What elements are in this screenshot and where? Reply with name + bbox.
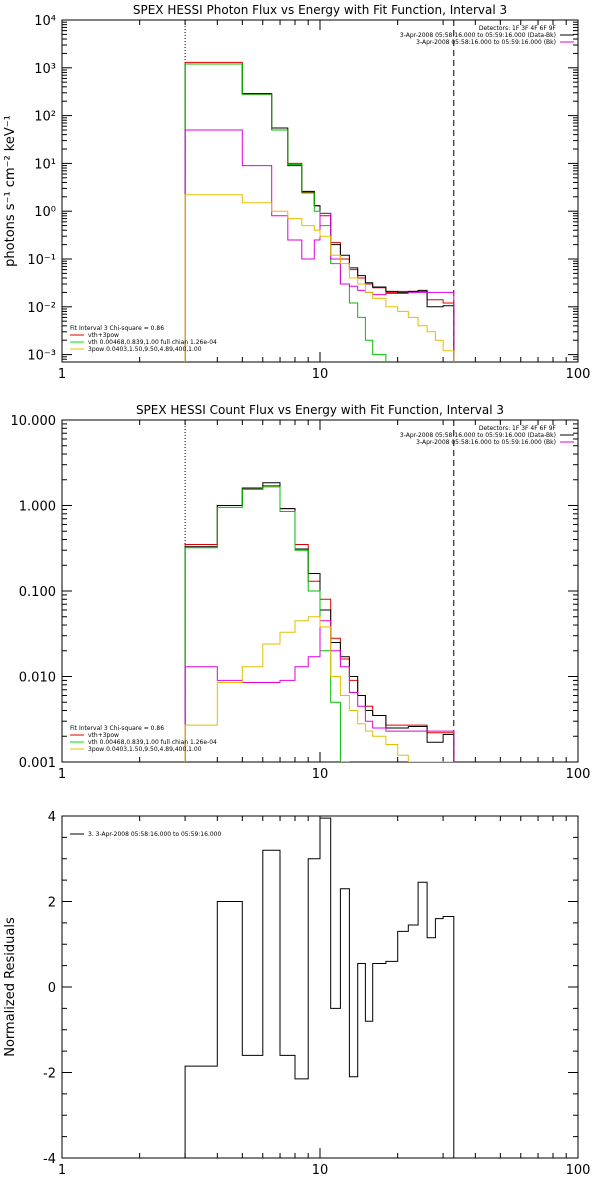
plot-frame — [61, 815, 579, 1159]
y-axis-ticks — [62, 19, 578, 363]
y-tick-label: 10³ — [34, 62, 56, 77]
y-tick-label: 2 — [48, 896, 56, 911]
series-line-2 — [184, 63, 455, 362]
x-axis-ticks — [61, 816, 567, 1158]
series-line-5 — [184, 616, 454, 762]
x-tick-label: 100 — [566, 1163, 591, 1178]
legend-right-text: 3-Apr-2008 05:58:16.000 to 05:59:16.000 … — [416, 39, 556, 46]
series-line-4 — [184, 620, 455, 762]
series-line-3 — [184, 63, 387, 362]
x-tick-label: 100 — [566, 767, 591, 782]
legend-left-text: vth+3pow — [88, 332, 119, 339]
y-tick-label: -2 — [43, 1067, 56, 1082]
y-axis-label: photons s⁻¹ cm⁻² keV⁻¹ — [3, 115, 18, 267]
series-line-4 — [184, 129, 455, 362]
y-axis-ticks — [62, 815, 578, 1159]
y-tick-label: -4 — [43, 1152, 56, 1167]
chart-panel-2: SPEX HESSI Count Flux vs Energy with Fit… — [11, 403, 591, 782]
legend-right-text: 3-Apr-2008 05:58:16.000 to 05:59:16.000 … — [416, 439, 556, 446]
plot-frame — [61, 19, 579, 363]
x-tick-label: 10 — [312, 367, 329, 382]
y-axis-label: Normalized Residuals — [3, 917, 18, 1057]
series-line-1 — [184, 817, 455, 1158]
y-tick-label: 4 — [48, 810, 56, 825]
x-tick-label: 10 — [312, 1163, 329, 1178]
y-tick-label: 10⁴ — [34, 14, 56, 29]
x-tick-label: 1 — [58, 1163, 66, 1178]
series-line-2 — [184, 482, 455, 762]
y-tick-label: 10² — [34, 110, 56, 125]
legend-left-text: 3pow 0.0403,1.50,9.50,4.89,400,1.00 — [88, 346, 202, 353]
y-tick-label: 10⁰ — [34, 205, 56, 220]
legend-right-text: 3-Apr-2008 05:58:16.000 to 05:59:16.000 … — [400, 32, 556, 39]
legend-left-text: Fit Interval 3 Chi-square = 0.86 — [70, 325, 164, 332]
chart-panel-3: Normalized Residuals 1 10 100 -4 -2 0 2 4 3. 3-Ap… — [3, 810, 590, 1178]
legend-left-text: vth 0.00468,0.839,1.00 full chian 1.26e-… — [88, 739, 217, 746]
series-line-5 — [184, 194, 455, 362]
legend-left-text: 3pow 0.0403,1.50,9.50,4.89,400,1.00 — [88, 746, 202, 753]
legend-right-text: Detectors: 1F 3F 4F 6F 9F — [479, 425, 557, 432]
y-tick-label: 10⁻³ — [27, 349, 56, 364]
y-tick-label: 10⁻¹ — [27, 253, 56, 268]
legend-right-text: 3-Apr-2008 05:58:16.000 to 05:59:16.000 … — [400, 432, 556, 439]
y-tick-label: 10⁻² — [27, 301, 56, 316]
legend-left-text: 3. 3-Apr-2008 05:58:16.000 to 05:59:16.0… — [88, 831, 221, 838]
chart-title: SPEX HESSI Count Flux vs Energy with Fit… — [136, 403, 504, 417]
chart-title: SPEX HESSI Photon Flux vs Energy with Fi… — [133, 3, 507, 17]
y-tick-label: 10¹ — [34, 157, 56, 172]
y-tick-label: 0.100 — [19, 585, 56, 600]
legend-left-text: vth 0.00468,0.839,1.00 full chian 1.26e-… — [88, 339, 217, 346]
x-tick-label: 1 — [58, 767, 66, 782]
chart-panel-1: SPEX HESSI Photon Flux vs Energy with Fi… — [3, 3, 590, 382]
x-tick-label: 100 — [566, 367, 591, 382]
y-tick-label: 1.000 — [19, 500, 56, 515]
y-tick-label: 0.010 — [19, 671, 56, 686]
y-tick-label: 0 — [48, 981, 56, 996]
legend-left-text: Fit Interval 3 Chi-square = 0.86 — [70, 725, 164, 732]
x-tick-label: 10 — [312, 767, 329, 782]
x-axis-ticks — [61, 420, 567, 762]
legend-left-text: vth+3pow — [88, 732, 119, 739]
y-tick-label: 10.000 — [11, 414, 57, 429]
legend-right-text: Detectors: 1F 3F 4F 6F 9F — [479, 25, 557, 32]
series-line-1 — [184, 485, 455, 762]
y-axis-ticks — [62, 419, 578, 763]
x-tick-label: 1 — [58, 367, 66, 382]
y-tick-label: 0.001 — [19, 756, 56, 771]
series-line-3 — [184, 486, 350, 762]
